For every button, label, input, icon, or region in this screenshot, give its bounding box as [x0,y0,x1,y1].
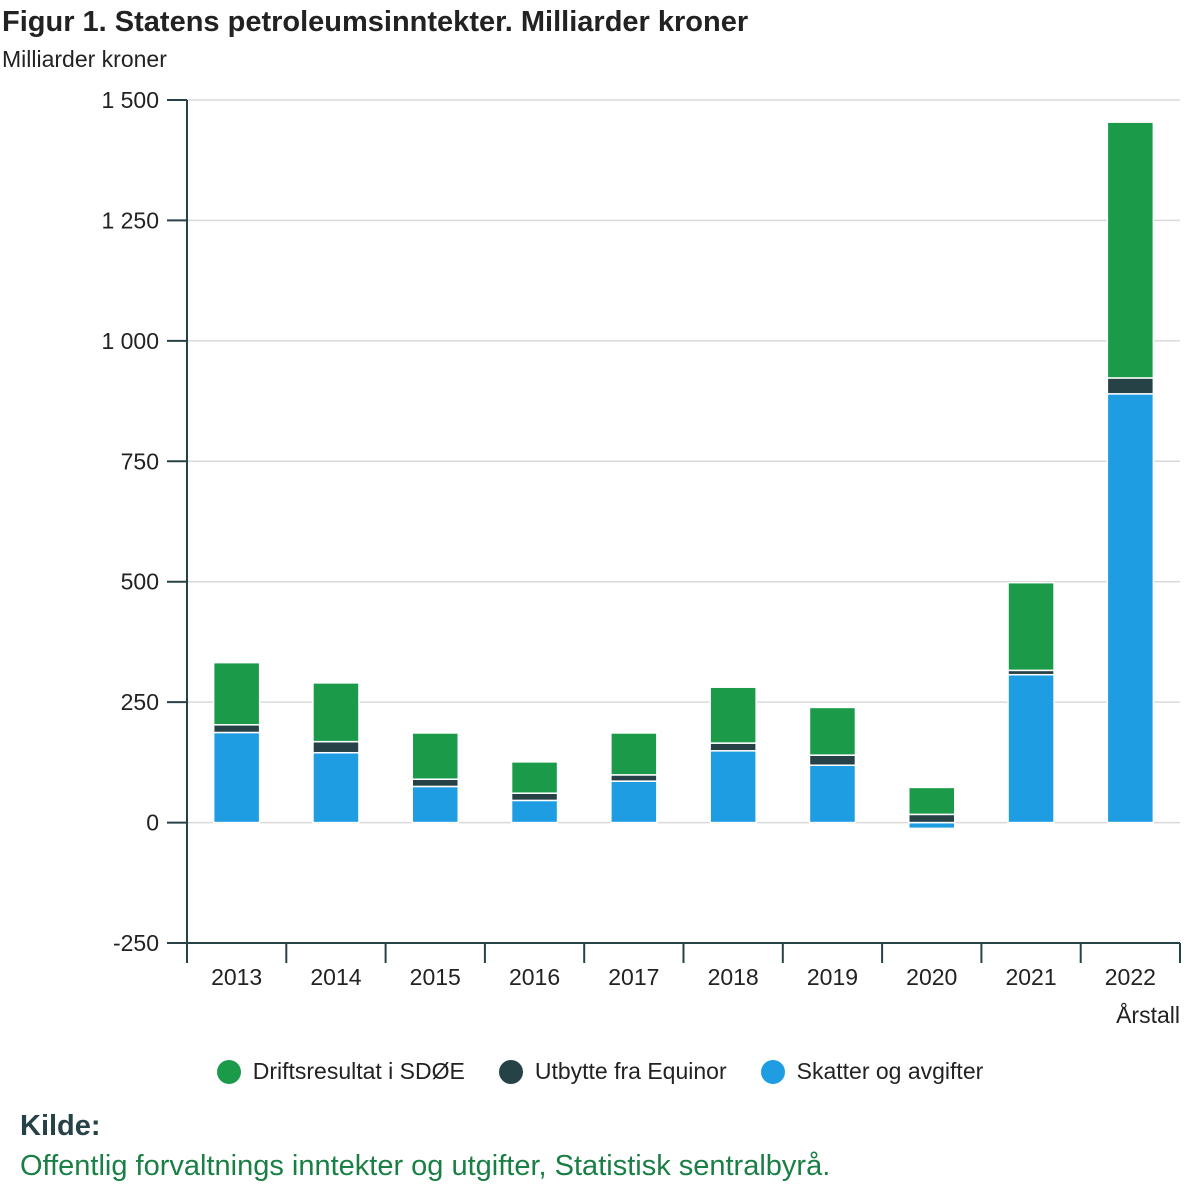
bar-segment [709,742,757,752]
legend-label: Skatter og avgifter [796,1058,984,1084]
page-title: Figur 1. Statens petroleumsinntekter. Mi… [2,6,749,38]
bar-segment [312,740,360,754]
y-tick-label: 1 500 [101,87,159,113]
y-tick-label: 1 250 [101,207,159,233]
axes: -250 0 250 500 750 1 000 1 250 1 500 2013 2014 201… [101,87,1181,1028]
bar-segment [709,686,757,744]
bar-segment [312,751,360,824]
y-tick-label: 750 [121,448,159,474]
x-tick-label: 2019 [807,964,858,990]
x-axis-title: Årstall [1116,1001,1180,1028]
x-tick-label: 2022 [1105,964,1156,990]
bar-segment [212,724,261,734]
x-tick-label: 2015 [410,964,461,990]
legend-label: Driftsresultat i SDØE [252,1058,465,1084]
bar-segment [908,813,956,824]
bar-segment [808,754,857,766]
x-tick-label: 2016 [509,964,560,990]
legend-dot-icon [498,1059,523,1084]
bar-segment [1106,393,1155,824]
bar-segment [212,661,261,726]
bar-segment [808,706,857,756]
y-tick-label: 500 [121,569,159,595]
bar-segment [610,780,658,824]
bar-segment [610,732,658,776]
y-axis-unit-label: Milliarder kroner [2,46,167,72]
legend-item[interactable]: Utbytte fra Equinor [498,1058,727,1085]
y-tick-label: 250 [121,689,159,715]
bar-segment [908,786,956,816]
bar-segment [212,731,261,824]
bar-segment [610,774,658,782]
bar-segment [1106,377,1155,395]
stacked-bar-chart: -250 0 250 500 750 1 000 1 250 1 500 2013 2014 201… [101,87,1181,1028]
legend-label: Utbytte fra Equinor [534,1058,727,1084]
bar-segment [1106,121,1155,379]
x-tick-label: 2017 [608,964,659,990]
x-tick-label: 2014 [310,964,361,990]
x-tick-label: 2018 [708,964,759,990]
bar-segment [709,750,757,824]
bar-segment [411,732,459,780]
bar-segment [1007,581,1055,672]
source-label: Kilde: [20,1110,101,1142]
bar-segment [312,682,360,743]
legend-item[interactable]: Driftsresultat i SDØE [216,1058,465,1085]
bar-segment [510,761,559,794]
bar-segment [411,785,459,824]
bar-segment [411,778,459,788]
bar-segment [510,792,559,802]
bar-segment [510,799,559,824]
legend-dot-icon [760,1059,785,1084]
x-tick-label: 2021 [1005,964,1056,990]
legend-dot-icon [216,1059,241,1084]
x-tick-label: 2020 [906,964,957,990]
bar-segment [908,821,956,830]
legend: Driftsresultat i SDØE Utbytte fra Equinor… [0,1058,1200,1085]
bar-segment [1007,673,1055,824]
bar-segment [808,764,857,824]
source-link[interactable]: Offentlig forvaltnings inntekter og utgi… [20,1150,831,1182]
y-tick-label: 1 000 [101,328,159,354]
y-tick-label: 0 [146,810,159,836]
legend-item[interactable]: Skatter og avgifter [760,1058,984,1085]
y-tick-label: -250 [113,930,159,956]
x-tick-label: 2013 [211,964,262,990]
bars [212,121,1155,830]
